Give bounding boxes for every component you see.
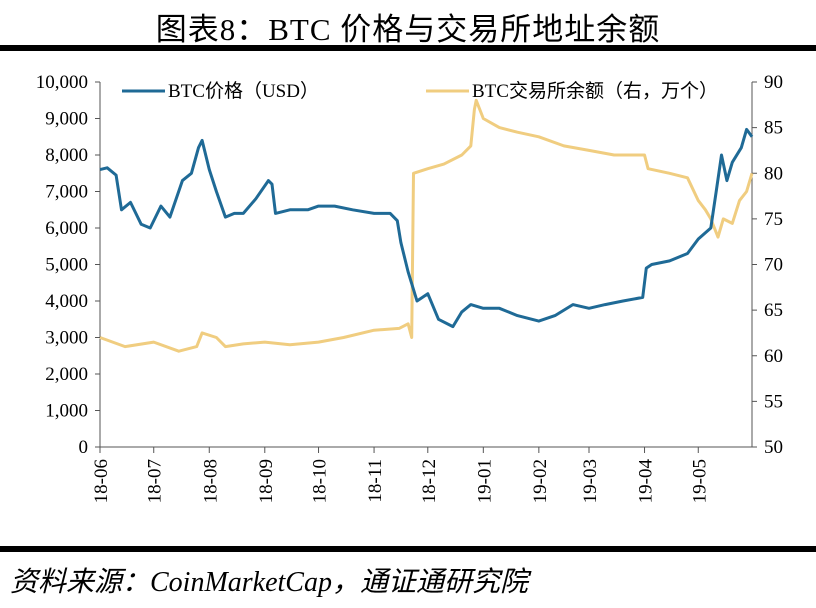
legend-label-exchange-balance: BTC交易所余额（右，万个） bbox=[472, 80, 718, 102]
left-tick-label: 8,000 bbox=[45, 145, 88, 166]
x-tick-label: 19-04 bbox=[636, 459, 657, 504]
left-tick-label: 9,000 bbox=[45, 109, 88, 130]
source-note: 资料来源：CoinMarketCap，通证通研究院 bbox=[10, 567, 528, 598]
series-line-btc-price bbox=[99, 127, 754, 329]
right-tick-label: 55 bbox=[764, 391, 783, 412]
left-tick-label: 1,000 bbox=[45, 401, 88, 422]
right-tick-label: 70 bbox=[764, 255, 783, 276]
x-tick-label: 18-11 bbox=[365, 459, 386, 503]
right-tick-label: 65 bbox=[764, 300, 783, 321]
left-tick-label: 4,000 bbox=[45, 291, 88, 312]
series-line-exchange-balance bbox=[99, 98, 754, 353]
left-tick-label: 6,000 bbox=[45, 218, 88, 239]
left-tick-label: 10,000 bbox=[36, 72, 88, 93]
left-tick-label: 5,000 bbox=[45, 255, 88, 276]
right-tick-label: 60 bbox=[764, 346, 783, 367]
x-tick-label: 18-09 bbox=[256, 459, 277, 503]
right-tick-label: 85 bbox=[764, 118, 783, 139]
x-tick-label: 19-03 bbox=[580, 459, 601, 503]
legend-label-btc-price: BTC价格（USD） bbox=[168, 80, 319, 102]
bottom-rule bbox=[0, 546, 816, 552]
x-tick-label: 19-02 bbox=[530, 459, 551, 503]
x-tick-label: 18-07 bbox=[145, 459, 166, 503]
left-tick-label: 2,000 bbox=[45, 364, 88, 385]
x-tick-label: 18-06 bbox=[91, 459, 112, 503]
x-tick-label: 18-12 bbox=[419, 459, 440, 503]
left-tick-label: 3,000 bbox=[45, 328, 88, 349]
chart-title: 图表8：BTC 价格与交易所地址余额 bbox=[155, 12, 661, 47]
right-tick-label: 90 bbox=[764, 72, 783, 93]
x-tick-label: 19-05 bbox=[689, 459, 710, 503]
right-tick-label: 50 bbox=[764, 437, 783, 458]
top-rule bbox=[0, 45, 816, 51]
x-tick-label: 18-10 bbox=[310, 459, 331, 503]
x-tick-label: 18-08 bbox=[200, 459, 221, 503]
left-tick-label: 0 bbox=[79, 437, 89, 458]
x-tick-label: 19-01 bbox=[474, 459, 495, 503]
left-tick-label: 7,000 bbox=[45, 182, 88, 203]
right-tick-label: 75 bbox=[764, 209, 783, 230]
right-tick-label: 80 bbox=[764, 163, 783, 184]
